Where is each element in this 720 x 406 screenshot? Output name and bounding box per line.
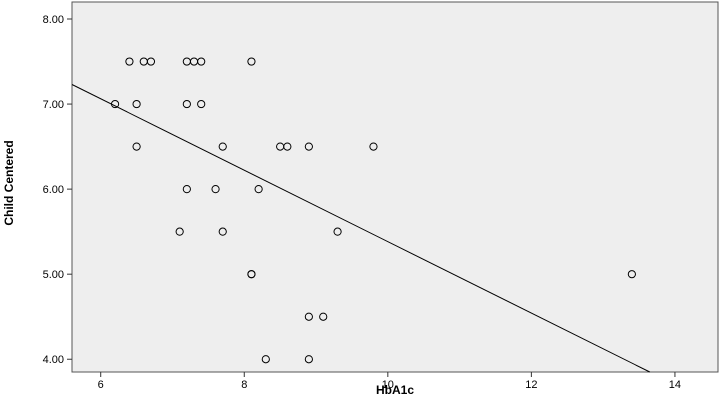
data-point	[218, 142, 227, 151]
data-point	[197, 99, 206, 109]
data-point	[254, 185, 263, 194]
y-tick-label: 6.00	[43, 184, 64, 196]
data-point	[304, 142, 313, 151]
data-point	[182, 99, 191, 109]
data-point	[197, 57, 206, 66]
x-axis-title: HbA1c	[376, 383, 414, 397]
data-point	[182, 185, 191, 194]
plot-area	[71, 1, 719, 373]
data-point	[283, 142, 292, 151]
data-point	[247, 270, 256, 279]
x-tick-label: 6	[98, 379, 104, 391]
x-axis: 6 8 10 12 14	[98, 372, 681, 391]
data-points	[110, 57, 636, 364]
y-tick-label: 5.00	[43, 269, 64, 281]
data-point	[333, 227, 342, 236]
y-tick-label: 7.00	[43, 99, 64, 111]
data-point	[211, 185, 220, 194]
data-point	[110, 99, 120, 109]
y-axis-title: Child Centered	[2, 140, 16, 225]
x-tick-label: 12	[525, 379, 537, 391]
y-tick-label: 8.00	[43, 14, 64, 26]
data-point	[319, 312, 328, 321]
x-tick-label: 14	[669, 379, 681, 391]
data-point	[304, 312, 313, 321]
data-point	[261, 355, 270, 364]
data-point	[125, 57, 134, 66]
data-point	[247, 57, 256, 66]
x-tick-label: 10	[382, 379, 394, 391]
data-point	[627, 270, 636, 279]
data-point	[304, 355, 313, 364]
x-tick-label: 8	[241, 379, 247, 391]
data-point	[146, 57, 156, 66]
fit-line	[71, 84, 651, 373]
y-tick-label: 4.00	[43, 354, 64, 366]
y-axis: 4.00 5.00 6.00 7.00 8.00	[43, 14, 72, 366]
data-point	[369, 142, 378, 151]
data-point	[132, 142, 141, 151]
data-point	[218, 227, 227, 236]
data-point	[175, 227, 184, 236]
data-point	[132, 99, 141, 109]
